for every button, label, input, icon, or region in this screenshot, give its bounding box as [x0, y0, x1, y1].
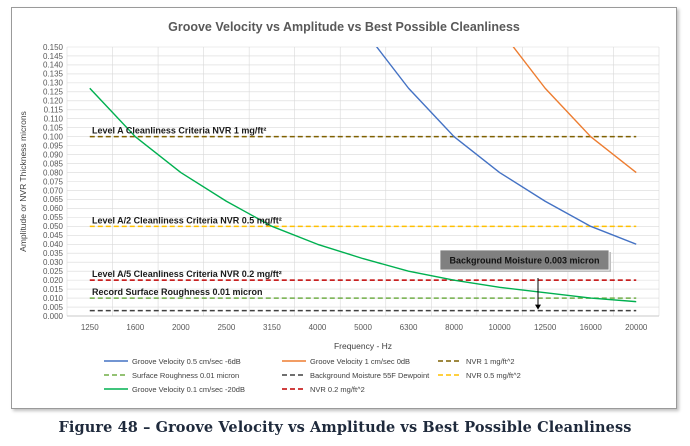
legend-label-surface-roughness-0-01-micron: Surface Roughness 0.01 micron	[132, 371, 239, 380]
annotation-label-0: Level A Cleanliness Criteria NVR 1 mg/ft…	[92, 126, 266, 136]
y-tick-label: 0.050	[43, 222, 64, 231]
legend-label-groove-velocity-1-cm-sec-0db: Groove Velocity 1 cm/sec 0dB	[310, 357, 410, 366]
y-tick-label: 0.070	[43, 186, 64, 195]
y-tick-label: 0.045	[43, 231, 64, 240]
annotation-label-2: Level A/5 Cleanliness Criteria NVR 0.2 m…	[92, 269, 282, 279]
x-tick-label: 4000	[309, 323, 327, 332]
legend-label-nvr-0-5-mg-ft-2: NVR 0.5 mg/ft^2	[466, 371, 521, 380]
y-tick-label: 0.060	[43, 204, 64, 213]
legend-label-groove-velocity-0-1-cm-sec-20db: Groove Velocity 0.1 cm/sec -20dB	[132, 385, 245, 394]
x-tick-label: 10000	[488, 323, 511, 332]
x-tick-label: 6300	[400, 323, 418, 332]
y-tick-label: 0.145	[43, 52, 64, 61]
x-tick-label: 1250	[81, 323, 99, 332]
y-tick-label: 0.015	[43, 285, 64, 294]
figure-caption: Figure 48 – Groove Velocity vs Amplitude…	[58, 419, 632, 436]
x-tick-label: 2500	[217, 323, 235, 332]
x-tick-label: 16000	[580, 323, 603, 332]
x-tick-label: 1600	[126, 323, 144, 332]
y-tick-label: 0.075	[43, 177, 64, 186]
y-tick-label: 0.105	[43, 124, 64, 133]
y-tick-label: 0.030	[43, 258, 64, 267]
callout-label: Background Moisture 0.003 micron	[449, 256, 599, 266]
annotation-label-3: Record Surface Roughness 0.01 micron	[92, 287, 263, 297]
x-tick-label: 2000	[172, 323, 190, 332]
y-tick-label: 0.085	[43, 159, 64, 168]
y-tick-label: 0.080	[43, 168, 64, 177]
series-line-groove-velocity-1-cm-sec-0db	[512, 47, 637, 174]
y-tick-label: 0.065	[43, 195, 64, 204]
callout-box	[439, 249, 610, 271]
y-tick-label: 0.100	[43, 132, 64, 141]
y-tick-label: 0.005	[43, 303, 64, 312]
y-tick-label: 0.040	[43, 240, 64, 249]
y-tick-label: 0.035	[43, 249, 64, 258]
y-tick-label: 0.140	[43, 61, 64, 70]
x-tick-label: 3150	[263, 323, 281, 332]
y-tick-label: 0.125	[43, 88, 64, 97]
chart-frame: Groove Velocity vs Amplitude vs Best Pos…	[11, 7, 677, 409]
chart-svg: 0.1500.1450.1400.1350.1300.1250.1200.115…	[18, 43, 660, 394]
legend-label-nvr-1-mg-ft-2: NVR 1 mg/ft^2	[466, 357, 515, 366]
x-tick-label: 8000	[445, 323, 463, 332]
y-tick-label: 0.055	[43, 213, 64, 222]
y-tick-labels: 0.1500.1450.1400.1350.1300.1250.1200.115…	[43, 43, 64, 321]
legend-label-background-moisture-55f-dewpoint: Background Moisture 55F Dewpoint	[310, 371, 430, 380]
annotation-label-1: Level A/2 Cleanliness Criteria NVR 0.5 m…	[92, 215, 282, 225]
legend-label-nvr-0-2-mg-ft-2: NVR 0.2 mg/ft^2	[310, 385, 365, 394]
callout-arrowhead	[535, 304, 541, 310]
legend: Groove Velocity 0.5 cm/sec -6dB Groove Ve…	[104, 357, 521, 394]
y-tick-label: 0.095	[43, 141, 64, 150]
series-line-groove-velocity-0-5-cm-sec-6db	[375, 47, 637, 245]
y-tick-label: 0.110	[44, 115, 64, 124]
y-tick-label: 0.000	[43, 312, 64, 321]
chart-title: Groove Velocity vs Amplitude vs Best Pos…	[168, 20, 520, 34]
x-tick-label: 12500	[534, 323, 557, 332]
annotation-layer: Level A Cleanliness Criteria NVR 1 mg/ft…	[92, 126, 282, 297]
series-layer	[89, 47, 637, 312]
y-tick-label: 0.135	[43, 70, 64, 79]
x-axis-title: Frequency - Hz	[334, 341, 392, 351]
y-tick-label: 0.010	[43, 294, 64, 303]
callout-layer: Background Moisture 0.003 micron	[439, 249, 611, 310]
legend-label-groove-velocity-0-5-cm-sec-6db: Groove Velocity 0.5 cm/sec -6dB	[132, 357, 241, 366]
y-axis-title: Amplitude or NVR Thickness microns	[18, 111, 28, 252]
y-tick-label: 0.090	[43, 150, 64, 159]
x-tick-label: 5000	[354, 323, 372, 332]
y-tick-label: 0.150	[43, 43, 64, 52]
y-tick-label: 0.115	[44, 106, 64, 115]
x-tick-label: 20000	[625, 323, 648, 332]
x-tick-labels: 1250 1600 2000 2500 3150 4000 5000 6300 8000 1000…	[81, 323, 648, 332]
y-tick-label: 0.120	[43, 97, 64, 106]
series-line-groove-velocity-0-1-cm-sec-20db	[89, 87, 637, 303]
y-tick-label: 0.020	[43, 276, 64, 285]
y-tick-label: 0.130	[43, 79, 64, 88]
grid-layer	[66, 46, 660, 317]
y-tick-label: 0.025	[43, 267, 64, 276]
